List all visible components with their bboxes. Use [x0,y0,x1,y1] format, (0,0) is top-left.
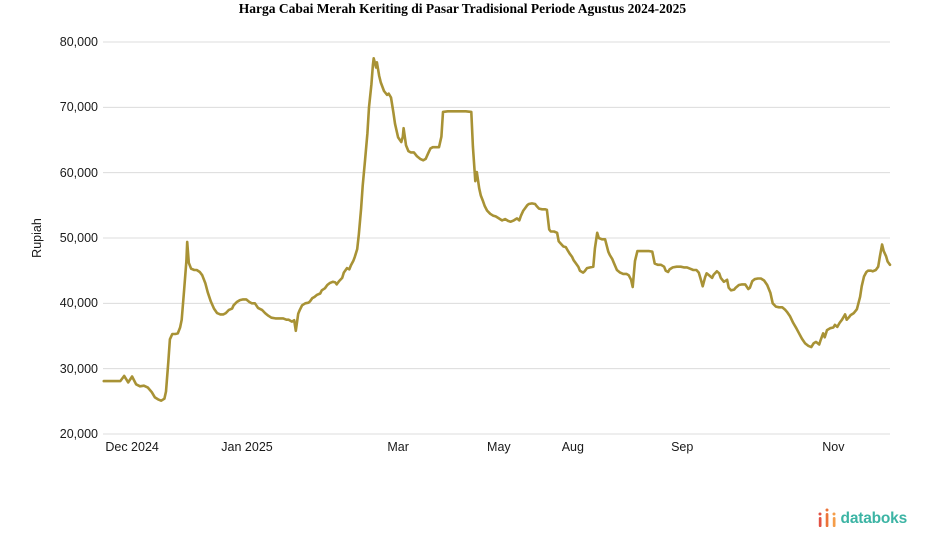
databoks-icon-dot [818,512,822,516]
x-tick-label: Sep [671,440,694,454]
x-tick-label: Jan 2025 [221,440,273,454]
y-tick-label: 20,000 [59,427,98,441]
databoks-icon-bar [825,513,828,527]
y-tick-label: 50,000 [59,231,98,245]
x-tick-label: Dec 2024 [105,440,159,454]
price-line [102,56,892,403]
x-tick-label: May [487,440,511,454]
databoks-logo-text: databoks [840,510,908,527]
databoks-logo: databoks [816,506,907,532]
x-tick-label: Mar [387,440,409,454]
databoks-icon-bar [818,517,822,527]
chart-title: Harga Cabai Merah Keriting di Pasar Trad… [238,1,687,16]
databoks-logo-icon [818,508,836,527]
y-tick-label: 40,000 [59,296,98,311]
x-tick-label: Nov [822,440,845,454]
y-tick-label: 60,000 [59,165,98,180]
x-tick-label: Aug [561,440,584,454]
y-tick-label: 80,000 [59,35,98,49]
databoks-icon-dot [825,508,829,512]
y-tick-label: 70,000 [59,100,98,115]
databoks-icon-dot [832,512,836,516]
databoks-icon-bar [832,517,836,527]
y-tick-label: 30,000 [59,361,98,376]
